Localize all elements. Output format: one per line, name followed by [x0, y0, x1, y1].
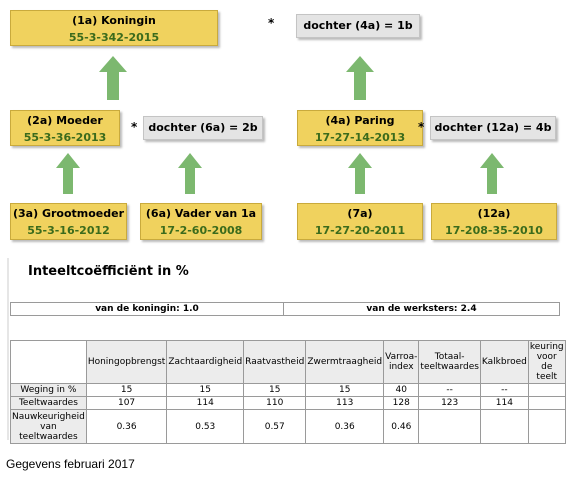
pedigree-box: (6a) Vader van 1a 17-2-60-2008 [140, 203, 262, 240]
operator: * [418, 120, 425, 134]
empty-cell [479, 409, 529, 444]
value-cell: 123 [418, 396, 481, 410]
pedigree-box: (3a) Grootmoeder 55-3-16-2012 [10, 203, 127, 240]
arrow [99, 56, 127, 100]
box-label: (4a) Paring [325, 114, 395, 127]
header-cell: Raatvastheid [243, 340, 307, 384]
box-code: 17-27-20-2011 [314, 224, 406, 237]
value-cell: 114 [166, 396, 245, 410]
value-cell: -- [418, 383, 481, 397]
arrow [348, 153, 372, 194]
value-cell: 15 [243, 383, 307, 397]
operator: * [268, 16, 275, 30]
value-cell: 128 [383, 396, 420, 410]
value-cell: 107 [85, 396, 168, 410]
value-cell: -- [479, 383, 529, 397]
box-label: (7a) [347, 207, 373, 220]
daughter-box: dochter (4a) = 1b [296, 14, 420, 38]
header-cell: keuring voor de teelt [527, 340, 566, 384]
table-row: Nauwkeurigheid van teeltwaardes 0.36 0.53 0… [10, 409, 566, 444]
breeding-table: Honingopbrengst Zachtaardigheid Raatvasthe… [10, 340, 566, 444]
value-cell: 0.36 [85, 409, 168, 444]
box-code: 55-3-16-2012 [27, 224, 110, 237]
box-code: 17-27-14-2013 [314, 131, 406, 144]
header-cell: Zachtaardigheid [166, 340, 245, 384]
pedigree-box: (4a) Paring 17-27-14-2013 [297, 110, 423, 146]
box-code: 17-208-35-2010 [445, 224, 543, 237]
daughter-box: dochter (12a) = 4b [430, 116, 556, 140]
table-row: Teeltwaardes 107 114 110 113 128 123 114 [10, 396, 566, 410]
empty-cell [527, 409, 566, 444]
header-cell: Kalkbroed [479, 340, 529, 384]
header-cell: Varroa-index [383, 340, 420, 384]
value-cell: 15 [166, 383, 245, 397]
table-row: Weging in % 15 15 15 15 40 -- -- [10, 383, 566, 397]
corner-cell [10, 340, 87, 384]
arrow [480, 153, 504, 194]
daughter-box: dochter (6a) = 2b [143, 116, 263, 140]
header-cell: Zwermtraagheid [305, 340, 385, 384]
pedigree-box: (7a) 17-27-20-2011 [297, 203, 423, 240]
arrow [178, 153, 202, 194]
box-label: (3a) Grootmoeder [12, 207, 125, 220]
box-label: (2a) Moeder [27, 114, 103, 127]
box-label: (1a) Koningin [72, 14, 156, 27]
inbreeding-cell: van de koningin: 1.0 [10, 302, 284, 316]
value-cell: 0.36 [305, 409, 385, 444]
value-cell: 0.46 [383, 409, 420, 444]
header-cell: Totaal-teeltwaardes [418, 340, 481, 384]
row-label: Weging in % [10, 383, 87, 397]
value-cell: 0.53 [166, 409, 245, 444]
box-code: 55-3-342-2015 [68, 31, 160, 44]
arrow [346, 56, 374, 100]
footer: Gegevens februari 2017 [6, 457, 135, 471]
value-cell: 15 [305, 383, 385, 397]
box-code: 55-3-36-2013 [23, 131, 107, 144]
value-cell: 40 [383, 383, 420, 397]
inbreeding-table: van de koningin: 1.0 van de werksters: 2.… [10, 302, 560, 316]
inbreeding-cell: van de werksters: 2.4 [283, 302, 560, 316]
box-label: (6a) Vader van 1a [145, 207, 257, 220]
arrow [56, 153, 80, 194]
empty-cell [418, 409, 481, 444]
row-label: Nauwkeurigheid van teeltwaardes [10, 409, 87, 444]
table-row: Honingopbrengst Zachtaardigheid Raatvasthe… [10, 340, 566, 384]
value-cell: 110 [243, 396, 307, 410]
box-code: 17-2-60-2008 [159, 224, 243, 237]
box-label: (12a) [477, 207, 511, 220]
value-cell: 0.57 [243, 409, 307, 444]
value-cell: 114 [479, 396, 529, 410]
value-cell: 113 [305, 396, 385, 410]
empty-cell [527, 396, 566, 410]
arrow-group [56, 56, 504, 194]
row-label: Teeltwaardes [10, 396, 87, 410]
empty-cell [527, 383, 566, 397]
header-cell: Honingopbrengst [85, 340, 168, 384]
pedigree-box: (1a) Koningin 55-3-342-2015 [10, 10, 218, 46]
pedigree-box: (2a) Moeder 55-3-36-2013 [10, 110, 120, 146]
value-cell: 15 [85, 383, 168, 397]
operator: * [131, 120, 138, 134]
pedigree-box: (12a) 17-208-35-2010 [431, 203, 557, 240]
section-title: Inteeltcoëfficiënt in % [28, 264, 189, 279]
